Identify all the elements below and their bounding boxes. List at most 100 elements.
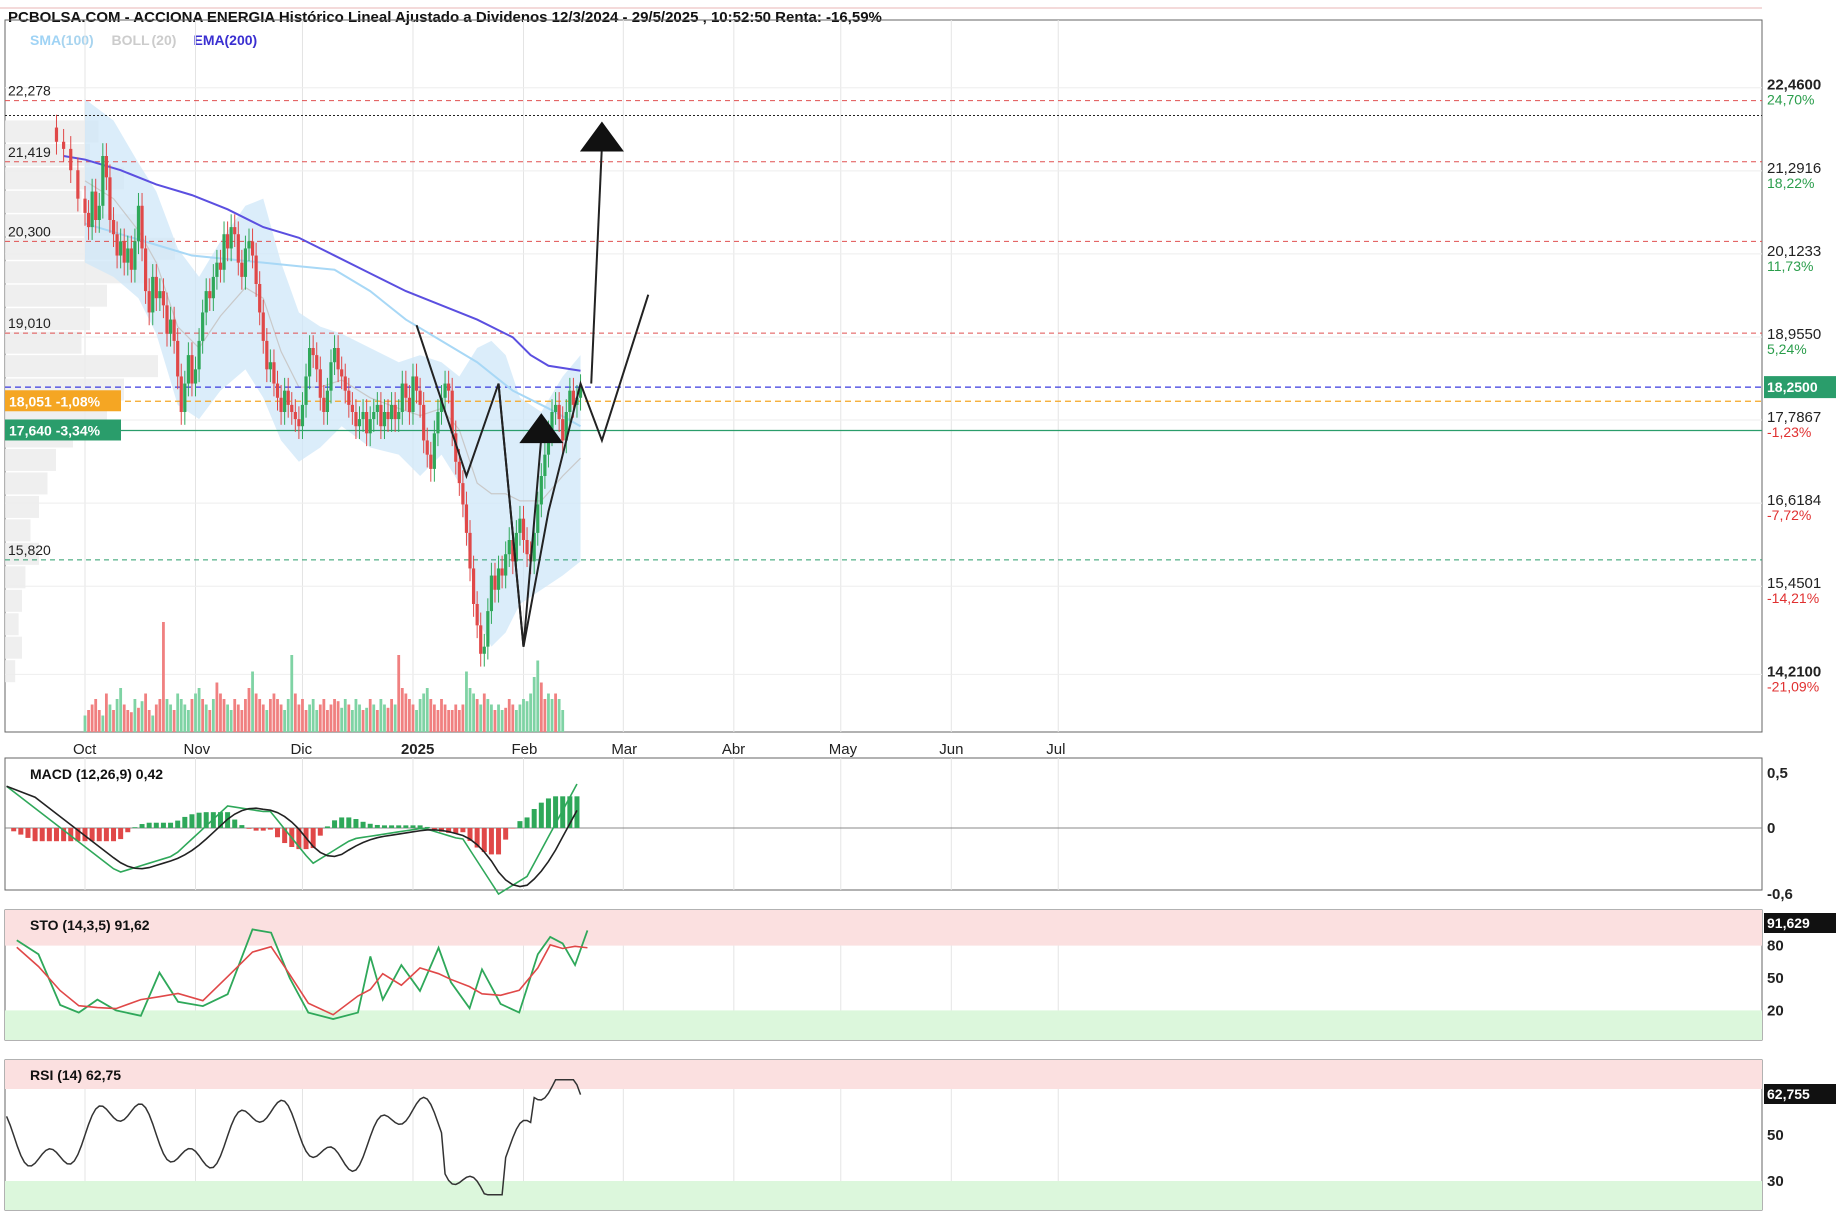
macd-histogram-bar bbox=[153, 822, 159, 828]
volume-bar bbox=[358, 704, 361, 732]
right-axis-value: 15,4501 bbox=[1767, 575, 1821, 592]
volume-bar bbox=[154, 704, 158, 732]
orange-badge-text: 18,051 -1,08% bbox=[9, 393, 101, 409]
candle-body bbox=[504, 554, 508, 576]
rsi-overbought-zone bbox=[5, 1060, 1762, 1089]
volume-bar bbox=[244, 699, 247, 732]
volume-bar bbox=[539, 682, 543, 732]
volume-bar bbox=[454, 704, 458, 732]
macd-histogram-bar bbox=[510, 828, 516, 829]
volume-bar bbox=[169, 704, 172, 732]
right-axis-value: 18,9550 bbox=[1767, 326, 1821, 343]
volume-profile-bar bbox=[5, 331, 82, 354]
candle-body bbox=[193, 369, 198, 384]
volume-bar bbox=[340, 707, 344, 732]
candle-body bbox=[136, 205, 141, 242]
candle-body bbox=[211, 276, 215, 299]
volume-bar bbox=[140, 701, 144, 732]
candle-body bbox=[261, 312, 265, 341]
candle-body bbox=[357, 419, 362, 427]
candle-body bbox=[543, 454, 547, 476]
legend-param-ema: (200) bbox=[225, 32, 258, 48]
current-price-text: 18,2500 bbox=[1767, 379, 1818, 395]
volume-bar bbox=[236, 704, 240, 732]
volume-bar bbox=[343, 699, 347, 732]
macd-histogram-bar bbox=[353, 819, 359, 828]
volume-bar bbox=[468, 688, 472, 732]
macd-histogram-bar bbox=[538, 802, 544, 828]
macd-histogram-bar bbox=[275, 828, 281, 838]
volume-bar bbox=[254, 693, 258, 732]
macd-histogram-bar bbox=[417, 825, 423, 828]
candle-body bbox=[279, 397, 283, 412]
rsi-axis-label: 50 bbox=[1767, 1127, 1784, 1144]
candle-body bbox=[493, 575, 497, 590]
volume-bar bbox=[272, 693, 276, 732]
candle-body bbox=[561, 419, 565, 441]
candle-body bbox=[286, 390, 290, 405]
volume-bar bbox=[447, 710, 451, 732]
macd-histogram-bar bbox=[503, 828, 509, 840]
candle-body bbox=[564, 412, 568, 441]
volume-bar bbox=[211, 699, 215, 732]
right-axis-pct: -14,21% bbox=[1767, 590, 1819, 606]
arrow-head-0 bbox=[519, 413, 564, 444]
macd-histogram-bar bbox=[267, 828, 273, 830]
volume-bar bbox=[490, 704, 493, 732]
volume-bar bbox=[247, 688, 251, 732]
macd-histogram-bar bbox=[203, 812, 209, 828]
candle-body bbox=[97, 205, 101, 220]
volume-bar bbox=[158, 699, 162, 732]
volume-bar bbox=[133, 699, 137, 732]
volume-bar bbox=[500, 710, 504, 732]
volume-profile-bar bbox=[5, 589, 22, 612]
volume-profile-bar bbox=[5, 660, 16, 683]
volume-bar bbox=[547, 693, 550, 732]
orange-badge bbox=[5, 390, 121, 412]
volume-bar bbox=[336, 701, 340, 732]
volume-bar bbox=[408, 699, 411, 732]
volume-bar bbox=[465, 671, 468, 732]
volume-bar bbox=[497, 704, 500, 732]
candle-body bbox=[325, 390, 330, 412]
candle-body bbox=[354, 412, 358, 427]
candle-body bbox=[304, 376, 308, 405]
candle-body bbox=[464, 504, 469, 533]
candle-body bbox=[86, 212, 91, 228]
ema-200-line bbox=[63, 155, 581, 372]
volume-bar bbox=[137, 707, 140, 732]
right-axis-pct: -7,72% bbox=[1767, 507, 1811, 523]
volume-bar bbox=[165, 699, 169, 732]
macd-histogram-bar bbox=[68, 828, 74, 842]
volume-bar bbox=[268, 699, 272, 732]
legend-sma: SMA bbox=[30, 32, 61, 48]
volume-bar bbox=[450, 710, 454, 732]
right-axis-value: 20,1233 bbox=[1767, 243, 1821, 260]
candle-body bbox=[307, 348, 312, 377]
macd-histogram-bar bbox=[381, 825, 387, 828]
volume-profile-bar bbox=[5, 613, 19, 636]
candle-body bbox=[250, 241, 255, 256]
candle-body bbox=[486, 611, 490, 647]
volume-bar bbox=[379, 699, 383, 732]
volume-profile-bar bbox=[5, 566, 26, 589]
macd-histogram-bar bbox=[96, 828, 102, 842]
macd-histogram-bar bbox=[403, 825, 409, 828]
candle-body bbox=[104, 156, 108, 178]
candle-body bbox=[76, 170, 80, 199]
candle-body bbox=[368, 419, 372, 434]
candle-body bbox=[365, 412, 369, 434]
candle-body bbox=[111, 220, 116, 235]
volume-bar bbox=[532, 677, 536, 732]
rsi-axis-label: 30 bbox=[1767, 1173, 1784, 1190]
volume-bar bbox=[457, 710, 461, 732]
panel-frame-1 bbox=[4, 757, 1763, 891]
volume-bar bbox=[290, 655, 294, 732]
macd-histogram-bar bbox=[260, 828, 266, 831]
macd-histogram-bar bbox=[324, 826, 330, 828]
volume-profile-bar bbox=[5, 542, 39, 565]
candle-body bbox=[375, 404, 379, 412]
macd-histogram-bar bbox=[446, 828, 452, 833]
volume-bar bbox=[415, 710, 418, 732]
macd-histogram-bar bbox=[332, 820, 338, 828]
